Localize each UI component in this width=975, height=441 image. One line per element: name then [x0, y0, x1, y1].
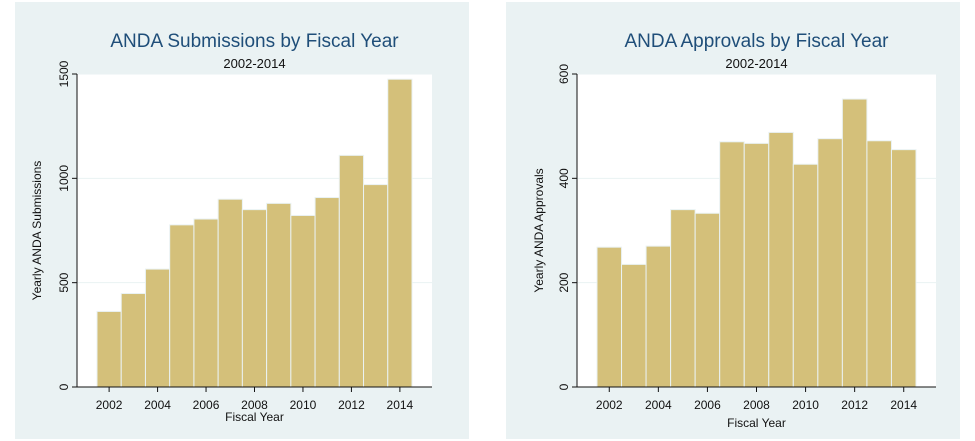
bar-2009 [266, 202, 292, 388]
y-axis-label: Yearly ANDA Submissions [30, 161, 44, 301]
x-tick-label: 2012 [338, 398, 365, 412]
chart-title: ANDA Approvals by Fiscal Year [624, 31, 889, 52]
x-tick-label: 2004 [144, 398, 171, 412]
bar-2008 [743, 142, 770, 388]
bar-2013 [866, 140, 892, 388]
bar-2007 [217, 198, 243, 388]
x-tick-label: 2010 [792, 398, 819, 412]
x-tick-label: 2002 [596, 398, 623, 412]
y-tick-label: 600 [557, 64, 571, 84]
bar-2010 [290, 214, 316, 388]
bar-2003 [120, 293, 146, 388]
bar-2011 [817, 138, 843, 388]
bar-2006 [193, 218, 219, 388]
bar-2007 [719, 141, 745, 388]
bar-2004 [144, 268, 171, 388]
x-tick-label: 2014 [890, 398, 917, 412]
y-tick-label: 400 [557, 168, 571, 188]
x-tick-label: 2012 [841, 398, 868, 412]
bar-2012 [338, 154, 365, 388]
x-tick-label: 2002 [96, 398, 123, 412]
y-tick-label: 0 [557, 383, 571, 390]
y-tick-label: 1000 [57, 165, 71, 192]
bar-2012 [841, 98, 868, 388]
y-axis-label: Yearly ANDA Approvals [532, 168, 546, 292]
x-tick-label: 2004 [645, 398, 672, 412]
approvals-chart: ANDA Approvals by Fiscal Year 2002-2014 0 2… [532, 31, 936, 430]
x-axis-label: Fiscal Year [225, 410, 284, 424]
chart-subtitle: 2002-2014 [725, 56, 787, 71]
bar-2005 [169, 224, 195, 388]
x-tick-label: 2008 [743, 398, 770, 412]
bar-2002 [96, 310, 122, 388]
x-axis-label: Fiscal Year [727, 416, 786, 430]
bar-2008 [241, 209, 268, 388]
bar-2010 [792, 163, 819, 388]
bar-2014 [387, 78, 413, 388]
approvals-chart-panel: ANDA Approvals by Fiscal Year 2002-2014 0 2… [506, 2, 960, 439]
bar-2011 [314, 197, 340, 388]
bar-2006 [694, 212, 721, 388]
bar-2005 [670, 209, 696, 388]
x-tick-label: 2014 [387, 398, 414, 412]
bar-2013 [363, 184, 389, 388]
y-tick-label: 500 [57, 272, 71, 292]
bar-2002 [596, 246, 623, 388]
chart-subtitle: 2002-2014 [223, 56, 285, 71]
chart-title: ANDA Submissions by Fiscal Year [110, 31, 399, 52]
bar-2003 [621, 263, 647, 388]
y-tick-label: 1500 [57, 60, 71, 87]
x-tick-label: 2008 [241, 398, 268, 412]
bar-2014 [890, 149, 917, 388]
x-tick-label: 2006 [694, 398, 721, 412]
bar-2009 [768, 131, 794, 388]
y-tick-label: 200 [557, 272, 571, 292]
x-tick-label: 2006 [193, 398, 220, 412]
submissions-chart: ANDA Submissions by Fiscal Year 2002-2014… [30, 31, 432, 424]
y-tick-label: 0 [57, 383, 71, 390]
x-tick-label: 2010 [290, 398, 317, 412]
bar-2004 [645, 245, 672, 388]
submissions-chart-panel: ANDA Submissions by Fiscal Year 2002-2014… [15, 2, 469, 439]
